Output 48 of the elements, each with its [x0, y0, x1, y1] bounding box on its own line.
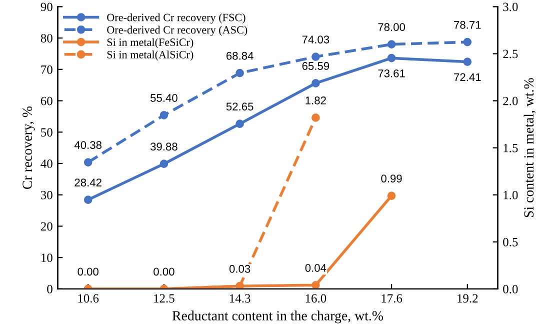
legend-label: Si in metal(FeSiCr): [107, 38, 194, 48]
data-label: 72.41: [454, 73, 481, 82]
legend-label: Si in metal(AlSiCr): [107, 50, 194, 61]
y-axis-title: Cr recovery, %: [22, 106, 35, 189]
data-label: 28.42: [74, 178, 102, 186]
data-label: 65.59: [302, 62, 330, 70]
y-tick-label: 40: [40, 160, 52, 168]
y-tick-label: 50: [41, 128, 52, 137]
y-tick-label: 60: [40, 96, 52, 106]
data-label: 39.88: [150, 142, 178, 151]
y-tick-label: 30: [40, 190, 52, 200]
data-label: 40.38: [74, 141, 102, 149]
data-label: 1.82: [306, 96, 326, 104]
legend-label: Ore-derived Cr recovery (ASC): [107, 26, 248, 36]
data-label: 78.71: [454, 20, 481, 29]
y2-tick-label: 2.5: [503, 50, 518, 58]
x-tick-label: 16.0: [306, 294, 326, 303]
data-label: 0.00: [78, 268, 98, 276]
data-label: 52.65: [226, 102, 254, 110]
data-label: 0.99: [381, 174, 402, 182]
data-label: 78.00: [378, 23, 406, 32]
y-tick-label: 90: [40, 2, 52, 12]
y-tick-label: 0: [47, 284, 52, 294]
x-tick-label: 12.5: [154, 294, 174, 303]
x-tick-label: 10.6: [78, 294, 99, 303]
data-label: 0.03: [229, 264, 250, 273]
x-axis-title: Reductant content in the charge, wt.%: [172, 310, 384, 324]
y2-tick-label: 1.5: [504, 144, 518, 152]
y2-axis-title: Si content in metal, wt.%: [524, 78, 536, 218]
data-label: 55.40: [150, 94, 178, 102]
legend-label: Ore-derived Cr recovery (FSC): [107, 13, 246, 24]
x-tick-label: 14.3: [230, 294, 250, 303]
y2-tick-label: 2.0: [503, 96, 518, 106]
y-tick-label: 10: [41, 254, 52, 262]
y-tick-label: 20: [40, 222, 52, 231]
y2-tick-label: 3.0: [503, 2, 518, 12]
y-tick-label: 70: [41, 65, 52, 74]
data-label: 73.61: [378, 69, 405, 78]
y-tick-label: 80: [40, 34, 52, 42]
y2-tick-label: 0.5: [503, 238, 518, 246]
data-label: 68.84: [226, 52, 254, 60]
x-tick-label: 19.2: [458, 294, 478, 303]
x-tick-label: 17.6: [382, 294, 402, 303]
data-label: 74.03: [302, 36, 330, 44]
y2-tick-label: 1.0: [504, 190, 518, 200]
data-label: 0.00: [154, 268, 174, 276]
y2-tick-label: 0.0: [503, 284, 518, 294]
data-label: 0.04: [305, 264, 326, 272]
